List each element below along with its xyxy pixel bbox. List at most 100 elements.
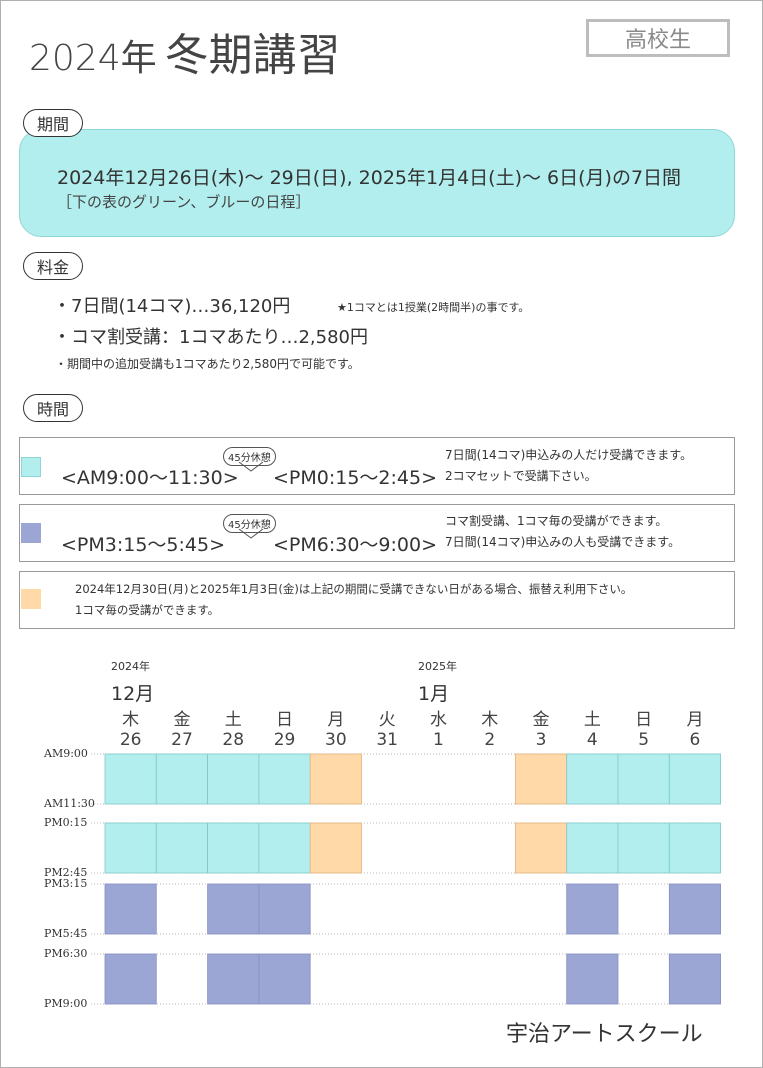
schedule-cell: [668, 883, 721, 935]
bubble-tail-icon: [239, 462, 263, 472]
schedule-cell: [155, 753, 209, 805]
day-of-week: 木: [481, 710, 499, 730]
schedule-cell: [104, 883, 157, 935]
schedule-cell: [668, 822, 721, 874]
break-bubble: 45分休憩: [223, 447, 276, 466]
time-label: PM3:15: [44, 877, 88, 890]
schedule-cell: [258, 883, 311, 935]
calendar-month-2: 1月: [418, 683, 450, 705]
time-label: PM9:00: [44, 997, 88, 1010]
schedule-cell: [207, 953, 260, 1005]
green-swatch: [21, 457, 41, 477]
time-row-green: [19, 437, 735, 495]
time-note-1b: 2コマセットで受講下さい。: [445, 469, 597, 483]
day-date: 4: [586, 730, 598, 750]
section-label-period: 期間: [23, 109, 83, 137]
time-note-2b: 7日間(14コマ)申込みの人も受講できます。: [445, 535, 681, 549]
time-label: AM11:30: [44, 797, 95, 810]
day-of-week: 土: [583, 710, 601, 730]
period-box: [19, 129, 735, 237]
period-main-text: 2024年12月26日(木)〜 29日(日), 2025年1月4日(土)〜 6日…: [57, 167, 682, 189]
schedule-cell: [207, 753, 260, 805]
time-label: PM0:15: [44, 816, 88, 829]
day-header: 月 30: [310, 710, 361, 750]
break-bubble: 45分休憩: [223, 514, 276, 533]
slot-pm3: <PM6:30〜9:00>: [273, 534, 438, 556]
period-sub-text: ［下の表のグリーン、ブルーの日程］: [57, 193, 311, 211]
day-date: 6: [689, 730, 701, 750]
day-header: 土 28: [208, 710, 259, 750]
fee-line-1: ・7日間(14コマ)…36,120円: [53, 296, 291, 317]
day-of-week: 金: [173, 710, 191, 730]
calendar-year-2: 2025年: [418, 660, 457, 673]
time-label: PM2:45: [44, 866, 88, 879]
schedule-cell: [104, 753, 157, 805]
schedule-cell: [617, 822, 670, 874]
time-label: AM9:00: [44, 747, 88, 760]
schedule-cell: [155, 822, 209, 874]
schedule-cell: [566, 753, 619, 805]
grade-badge: 高校生: [586, 19, 730, 57]
schedule-cell: [207, 883, 260, 935]
schedule-cell: [258, 753, 311, 805]
schedule-cell: [104, 822, 157, 874]
schedule-cell: [515, 753, 568, 805]
day-of-week: 木: [122, 710, 140, 730]
day-header: 金 27: [156, 710, 207, 750]
day-of-week: 水: [429, 710, 447, 730]
day-date: 5: [638, 730, 650, 750]
time-note-3a: 2024年12月30日(月)と2025年1月3日(金)は上記の期間に受講できない…: [75, 582, 633, 596]
schedule-cell: [668, 753, 721, 805]
schedule-cell: [566, 953, 619, 1005]
school-name: 宇治アートスクール: [506, 1022, 703, 1047]
schedule-cell: [617, 753, 670, 805]
blue-swatch: [21, 523, 41, 543]
slot-pm2: <PM3:15〜5:45>: [61, 534, 226, 556]
schedule-cell: [258, 822, 311, 874]
bubble-tail-icon: [239, 529, 263, 539]
day-of-week: 日: [276, 710, 294, 730]
day-of-week: 月: [327, 710, 345, 730]
schedule-cell: [668, 953, 721, 1005]
day-date: 27: [171, 730, 193, 750]
page-title: 2024年 冬期講習: [29, 19, 341, 83]
day-header: 木 26: [105, 710, 156, 750]
day-date: 31: [376, 730, 398, 750]
time-row-blue: [19, 504, 735, 562]
title-main: 冬期講習: [164, 30, 341, 81]
slot-pm1: <PM0:15〜2:45>: [273, 467, 438, 489]
fee-line-2: ・コマ割受講：1コマあたり…2,580円: [53, 327, 368, 348]
calendar-month-1: 12月: [111, 683, 155, 705]
fee-line-3: ・期間中の追加受講も1コマあたり2,580円で可能です。: [55, 357, 360, 371]
day-date: 1: [433, 730, 444, 750]
time-note-1a: 7日間(14コマ)申込みの人だけ受講できます。: [445, 448, 693, 462]
schedule-cell: [104, 953, 157, 1005]
day-of-week: 金: [532, 710, 550, 730]
schedule-cell: [566, 883, 619, 935]
time-note-2a: コマ割受講、1コマ毎の受講ができます。: [445, 514, 668, 528]
day-date: 28: [222, 730, 245, 750]
time-label: PM6:30: [44, 947, 88, 960]
day-of-week: 月: [686, 710, 704, 730]
day-date: 2: [484, 730, 496, 750]
day-of-week: 火: [378, 710, 396, 730]
section-label-fee: 料金: [23, 252, 83, 280]
time-note-3b: 1コマ毎の受講ができます。: [75, 603, 220, 617]
day-header: 日 29: [259, 710, 310, 750]
day-date: 3: [535, 730, 547, 750]
slot-am: <AM9:00〜11:30>: [61, 467, 239, 489]
day-date: 26: [119, 730, 142, 750]
day-of-week: 土: [224, 710, 242, 730]
day-date: 30: [325, 730, 347, 750]
title-year: 2024年: [29, 38, 157, 79]
day-of-week: 日: [635, 710, 653, 730]
day-header: 火 31: [362, 710, 413, 750]
schedule-cell: [515, 822, 568, 874]
